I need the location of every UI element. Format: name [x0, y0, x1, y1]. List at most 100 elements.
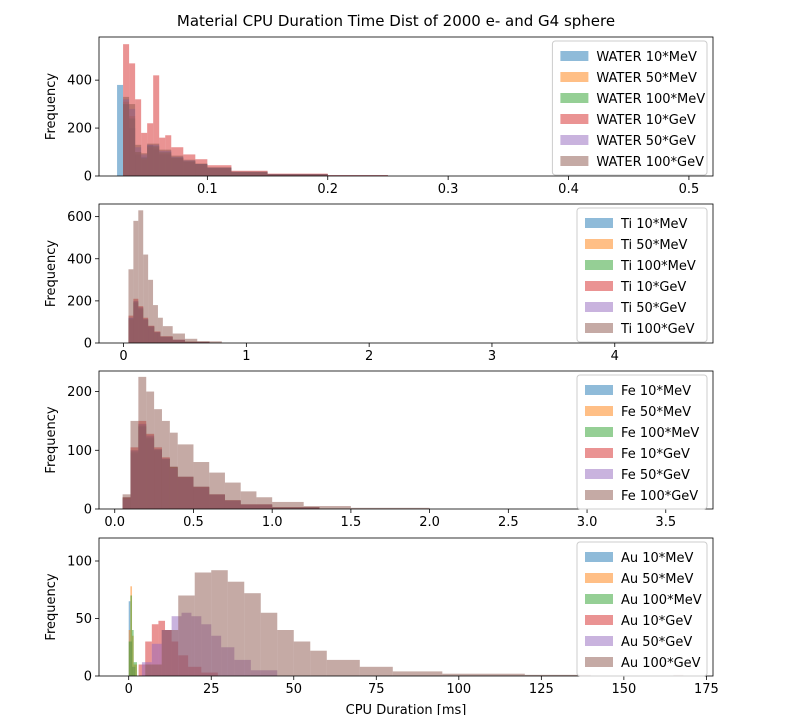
legend-label: Au 50*GeV	[621, 635, 692, 650]
legend-label: Fe 50*MeV	[621, 405, 691, 420]
histogram-bar	[326, 659, 360, 676]
y-axis-label: Frequency	[44, 573, 59, 640]
ti-legend: Ti 10*MeV Ti 50*MeV Ti 100*MeV Ti 10*GeV Ti …	[576, 207, 708, 343]
x-tick-label: 3	[488, 349, 496, 364]
histogram-bar	[153, 75, 160, 176]
histogram-bar	[172, 333, 185, 343]
legend-swatch	[560, 135, 589, 145]
y-tick-label: 400	[67, 74, 92, 89]
legend-label: Au 100*MeV	[621, 593, 702, 608]
histogram-bar	[161, 630, 179, 676]
legend-swatch	[585, 552, 613, 562]
x-tick-label: 125	[529, 682, 554, 697]
y-tick-label: 50	[75, 612, 92, 627]
fe-bars	[122, 376, 430, 509]
x-tick-label: 0.4	[558, 182, 579, 197]
series-au-2	[128, 595, 137, 676]
y-tick-label: 0	[84, 670, 92, 685]
y-axis-label: Frequency	[44, 240, 59, 307]
histogram-bar	[267, 174, 328, 176]
legend-swatch	[585, 406, 613, 416]
series-water-5	[123, 96, 328, 176]
x-tick-label: 0	[125, 682, 133, 697]
fe-subplot: 0.0 0.5 1.0 1.5 2.0 2.5 3.0 3.5 0 100 200 Frequency…	[44, 370, 714, 530]
legend-swatch	[560, 93, 589, 103]
axes-frame	[98, 537, 714, 677]
x-tick-label: 0.5	[183, 515, 204, 530]
legend-swatch	[585, 427, 613, 437]
legend-swatch	[585, 469, 613, 479]
axes-frame	[98, 370, 714, 510]
histogram-bar	[442, 673, 525, 676]
series-ti-5	[128, 210, 222, 343]
legend-swatch	[585, 594, 613, 604]
x-tick-label: 0	[119, 349, 127, 364]
x-tick-label: 2.0	[419, 515, 440, 530]
histogram-bar	[141, 153, 148, 176]
legend-label: Fe 50*GeV	[621, 468, 690, 483]
x-tick-label: 0.0	[104, 515, 125, 530]
histogram-bar	[195, 163, 208, 176]
histogram-bar	[128, 269, 134, 343]
histogram-bar	[133, 662, 137, 676]
histogram-bar	[123, 96, 130, 176]
x-tick-label: 25	[203, 682, 220, 697]
legend-swatch	[560, 72, 589, 82]
legend-label: Au 50*MeV	[621, 572, 694, 587]
histogram-bar	[132, 630, 134, 676]
water-legend: WATER 10*MeV WATER 50*MeV WATER 100*MeV WAT…	[551, 40, 708, 176]
y-axis-label: Frequency	[44, 406, 59, 473]
y-tick-label: 200	[67, 122, 92, 137]
histogram-bar	[231, 171, 268, 176]
legend-swatch	[585, 636, 613, 646]
histogram-bar	[227, 581, 245, 676]
histogram-bar	[128, 641, 131, 676]
legend-label: Fe 100*MeV	[621, 426, 699, 441]
legend-swatch	[560, 156, 589, 166]
histogram-bar	[169, 432, 178, 509]
x-tick-label: 1.5	[341, 515, 362, 530]
y-tick-label: 0	[84, 337, 92, 352]
legend-frame	[551, 40, 708, 176]
legend-label: WATER 100*MeV	[596, 92, 705, 107]
histogram-bar	[133, 220, 139, 343]
legend-swatch	[585, 573, 613, 583]
histogram-bar	[138, 210, 144, 343]
x-axis-label: CPU Duration [ms]	[346, 703, 467, 715]
legend-label: Au 10*MeV	[621, 551, 694, 566]
legend-swatch	[585, 615, 613, 625]
y-tick-label: 0	[84, 170, 92, 185]
legend-swatch	[585, 260, 613, 270]
y-tick-label: 100	[67, 555, 92, 570]
histogram-bar	[178, 595, 195, 676]
x-tick-label: 2.5	[498, 515, 519, 530]
histogram-bar	[157, 317, 163, 343]
histogram-bar	[310, 650, 327, 676]
x-tick-label: 1	[242, 349, 250, 364]
histogram-bar	[303, 506, 351, 509]
legend-swatch	[585, 448, 613, 458]
legend-label: WATER 50*GeV	[596, 134, 695, 149]
x-tick-label: 75	[368, 682, 385, 697]
legend-label: Fe 10*GeV	[621, 447, 690, 462]
histogram-bar	[138, 376, 147, 509]
ti-bars	[128, 210, 222, 343]
histogram-bar	[117, 84, 124, 176]
x-tick-label: 0.3	[438, 182, 459, 197]
histogram-bar	[240, 491, 257, 509]
x-tick-label: 4	[611, 349, 619, 364]
histogram-bar	[159, 149, 172, 176]
series-fe-5	[122, 376, 430, 509]
legend-swatch	[560, 114, 589, 124]
histogram-bar	[272, 501, 304, 509]
x-tick-label: 3.0	[577, 515, 598, 530]
histogram-bar	[209, 472, 225, 509]
histogram-bar	[184, 338, 198, 343]
y-tick-label: 400	[67, 252, 92, 267]
histogram-bar	[211, 570, 228, 676]
legend-label: Ti 100*MeV	[620, 259, 696, 274]
legend-label: Au 100*GeV	[621, 656, 701, 671]
x-tick-label: 0.1	[197, 182, 218, 197]
